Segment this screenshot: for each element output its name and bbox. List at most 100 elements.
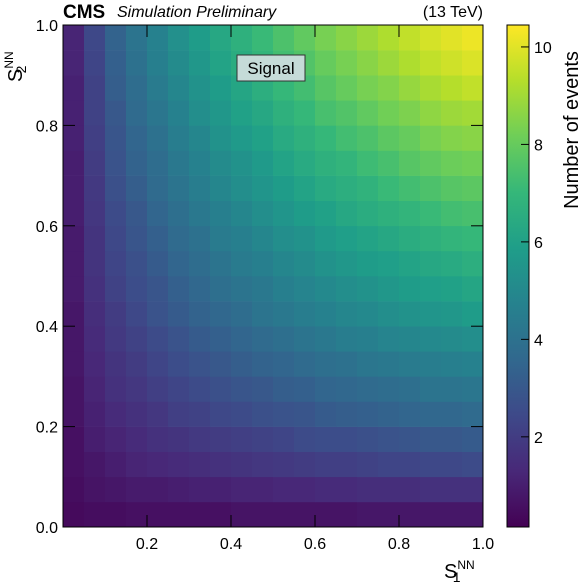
heatmap-cell (462, 125, 484, 151)
heatmap-cell (357, 175, 379, 201)
heatmap-cell (210, 150, 232, 176)
heatmap-cell (84, 175, 106, 201)
heatmap-cell (399, 476, 421, 503)
heatmap-cell (399, 250, 421, 277)
heatmap-cell (147, 200, 169, 227)
x-tick-label: 1.0 (472, 536, 494, 553)
heatmap-cell (189, 351, 211, 377)
heatmap-cell (105, 351, 127, 377)
heatmap-cell (126, 451, 148, 478)
heatmap-cell (462, 225, 484, 252)
heatmap-cell (252, 250, 274, 277)
heatmap-cell (84, 476, 106, 503)
heatmap-cell (84, 376, 106, 402)
heatmap-cell (273, 150, 295, 176)
heatmap-cell (126, 501, 148, 528)
heatmap-cell (336, 175, 358, 201)
heatmap-cell (378, 225, 400, 252)
heatmap-cell (84, 100, 106, 126)
heatmap-cell (147, 501, 169, 528)
heatmap-cell (84, 50, 106, 76)
heatmap-cell (105, 100, 127, 126)
x-axis-label: SNN 1 (444, 558, 475, 583)
heatmap-cell (189, 426, 211, 452)
heatmap-cell (231, 175, 253, 201)
heatmap-cell (399, 301, 421, 327)
heatmap-cell (252, 225, 274, 252)
heatmap-cell (189, 25, 211, 51)
heatmap-cell (252, 501, 274, 528)
heatmap-cell (105, 401, 127, 427)
heatmap-cell (126, 50, 148, 76)
heatmap-cell (63, 100, 85, 126)
heatmap-cell (294, 75, 316, 101)
heatmap-cell (378, 100, 400, 126)
heatmap-cell (357, 351, 379, 377)
heatmap-cell (147, 426, 169, 452)
heatmap-cell (231, 225, 253, 252)
heatmap-cell (294, 225, 316, 252)
heatmap-cell (63, 150, 85, 176)
heatmap-cell (210, 351, 232, 377)
heatmap-cell (231, 501, 253, 528)
heatmap-cell (231, 250, 253, 277)
heatmap-cell (378, 401, 400, 427)
heatmap-cell (336, 50, 358, 76)
x-tick-label: 0.8 (388, 536, 410, 553)
heatmap-cell (399, 50, 421, 76)
heatmap-cell (273, 351, 295, 377)
heatmap-cell (378, 451, 400, 478)
heatmap-cell (252, 351, 274, 377)
y-label-base: S (5, 69, 27, 82)
heatmap-cell (357, 50, 379, 76)
heatmap-cell (315, 376, 337, 402)
heatmap-cell (252, 326, 274, 352)
heatmap-cell (252, 451, 274, 478)
heatmap-cell (357, 150, 379, 176)
heatmap-cell (336, 326, 358, 352)
heatmap-cell (105, 426, 127, 452)
heatmap-cell (441, 100, 463, 126)
heatmap-cell (420, 175, 442, 201)
heatmap-cell (336, 25, 358, 51)
heatmap-cell (63, 75, 85, 101)
heatmap-cell (189, 125, 211, 151)
heatmap-cell (378, 150, 400, 176)
heatmap-cell (315, 250, 337, 277)
heatmap-cell (84, 276, 106, 302)
heatmap-cell (294, 150, 316, 176)
heatmap-cell (126, 150, 148, 176)
heatmap-cell (84, 326, 106, 352)
energy: (13 TeV) (423, 4, 483, 21)
heatmap-cell (441, 175, 463, 201)
heatmap-cell (273, 200, 295, 227)
heatmap-cell (210, 376, 232, 402)
heatmap-cell (84, 426, 106, 452)
heatmap-cell (210, 225, 232, 252)
heatmap-cell (420, 351, 442, 377)
heatmap-cell (105, 451, 127, 478)
heatmap-cell (84, 301, 106, 327)
heatmap-cell (462, 476, 484, 503)
heatmap-cell (315, 276, 337, 302)
heatmap-cell (462, 276, 484, 302)
heatmap-cell (462, 175, 484, 201)
heatmap-cell (273, 125, 295, 151)
heatmap-cell (210, 200, 232, 227)
heatmap-cell (84, 250, 106, 277)
heatmap-cell (462, 376, 484, 402)
heatmap-cell (294, 351, 316, 377)
heatmap-cell (126, 200, 148, 227)
heatmap-cell (315, 150, 337, 176)
heatmap-cell (273, 476, 295, 503)
heatmap-cell (189, 501, 211, 528)
heatmap-cell (105, 326, 127, 352)
y-label-sup: NN (2, 51, 16, 68)
heatmap-cell (399, 25, 421, 51)
heatmap-cell (399, 125, 421, 151)
heatmap-cell (84, 225, 106, 252)
heatmap-cell (252, 25, 274, 51)
heatmap-cell (126, 401, 148, 427)
plot-frame (62, 24, 484, 528)
heatmap-cell (462, 501, 484, 528)
